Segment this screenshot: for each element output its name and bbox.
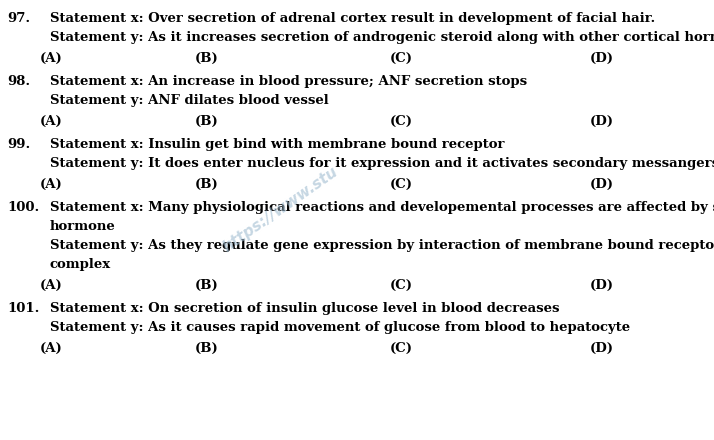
Text: (C): (C)	[390, 342, 413, 355]
Text: 97.: 97.	[7, 12, 30, 25]
Text: complex: complex	[50, 258, 111, 271]
Text: (A): (A)	[40, 115, 63, 128]
Text: (A): (A)	[40, 52, 63, 65]
Text: (C): (C)	[390, 52, 413, 65]
Text: Statement y: As they regulate gene expression by interaction of membrane bound r: Statement y: As they regulate gene expre…	[50, 239, 714, 252]
Text: Statement x: Over secretion of adrenal cortex result in development of facial ha: Statement x: Over secretion of adrenal c…	[50, 12, 655, 25]
Text: 101.: 101.	[7, 302, 39, 315]
Text: (A): (A)	[40, 178, 63, 191]
Text: (B): (B)	[195, 52, 218, 65]
Text: (C): (C)	[390, 115, 413, 128]
Text: Statement x: On secretion of insulin glucose level in blood decreases: Statement x: On secretion of insulin glu…	[50, 302, 560, 315]
Text: (A): (A)	[40, 279, 63, 292]
Text: (B): (B)	[195, 115, 218, 128]
Text: (B): (B)	[195, 279, 218, 292]
Text: 100.: 100.	[7, 201, 39, 214]
Text: (D): (D)	[590, 342, 614, 355]
Text: Statement x: Insulin get bind with membrane bound receptor: Statement x: Insulin get bind with membr…	[50, 138, 505, 151]
Text: (C): (C)	[390, 279, 413, 292]
Text: Statement y: As it causes rapid movement of glucose from blood to hepatocyte: Statement y: As it causes rapid movement…	[50, 321, 630, 334]
Text: https://www.stu: https://www.stu	[219, 165, 341, 256]
Text: 99.: 99.	[7, 138, 30, 151]
Text: Statement x: Many physiological reactions and developemental processes are affec: Statement x: Many physiological reaction…	[50, 201, 714, 214]
Text: (C): (C)	[390, 178, 413, 191]
Text: (D): (D)	[590, 52, 614, 65]
Text: Statement x: An increase in blood pressure; ANF secretion stops: Statement x: An increase in blood pressu…	[50, 75, 527, 88]
Text: (D): (D)	[590, 178, 614, 191]
Text: hormone: hormone	[50, 220, 116, 233]
Text: Statement y: ANF dilates blood vessel: Statement y: ANF dilates blood vessel	[50, 94, 328, 107]
Text: (D): (D)	[590, 279, 614, 292]
Text: (A): (A)	[40, 342, 63, 355]
Text: (B): (B)	[195, 342, 218, 355]
Text: (B): (B)	[195, 178, 218, 191]
Text: 98.: 98.	[7, 75, 30, 88]
Text: (D): (D)	[590, 115, 614, 128]
Text: Statement y: As it increases secretion of androgenic steroid along with other co: Statement y: As it increases secretion o…	[50, 31, 714, 44]
Text: Statement y: It does enter nucleus for it expression and it activates secondary : Statement y: It does enter nucleus for i…	[50, 157, 714, 170]
